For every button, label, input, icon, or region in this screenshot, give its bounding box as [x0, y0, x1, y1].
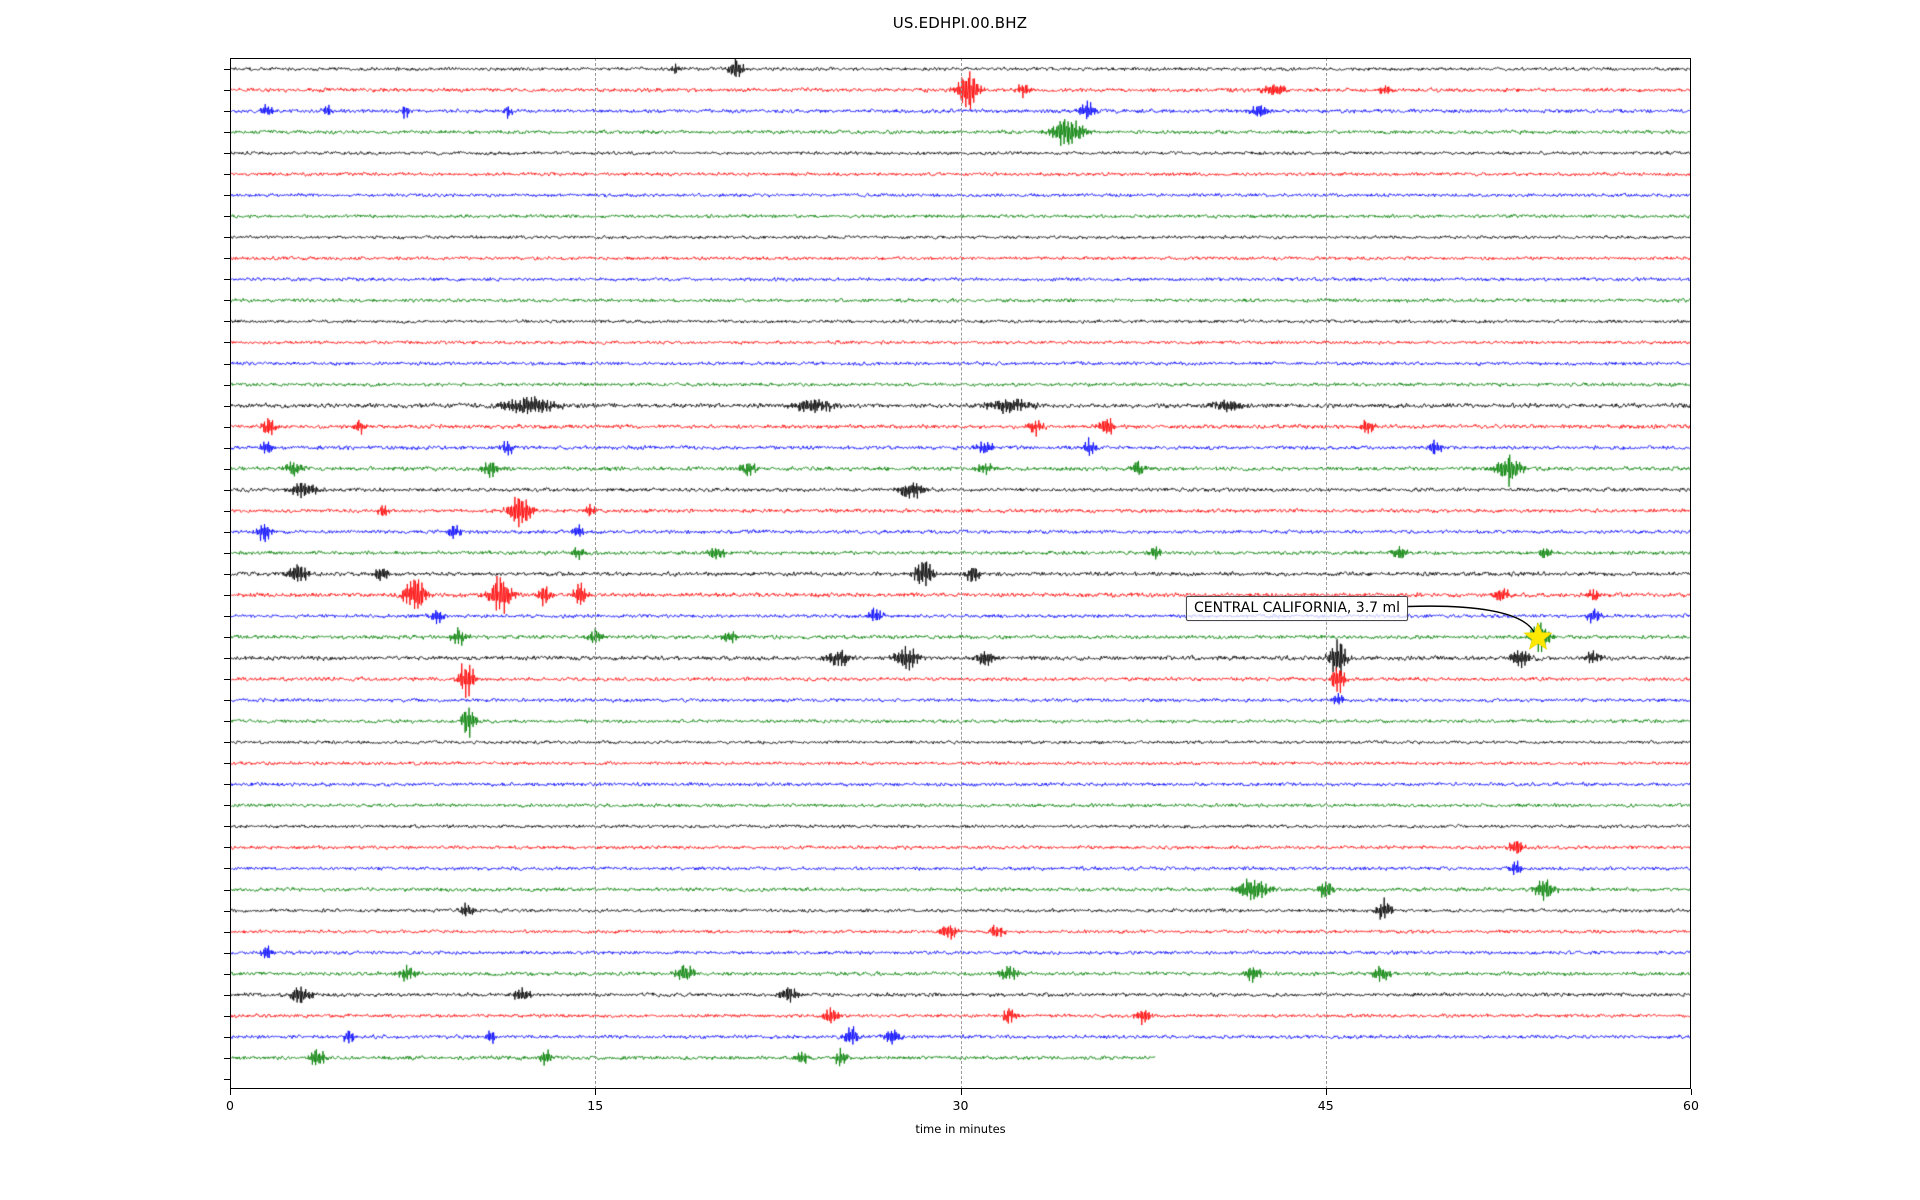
- y-tick-mark: [224, 363, 231, 365]
- x-axis-title: time in minutes: [915, 1122, 1006, 1136]
- y-tick-mark: [224, 1057, 231, 1059]
- y-tick-mark: [224, 805, 231, 807]
- y-tick-mark: [224, 384, 231, 386]
- x-tick-mark: [960, 1089, 962, 1095]
- y-tick-mark: [224, 910, 231, 912]
- y-tick-mark: [224, 700, 231, 702]
- y-tick-mark: [224, 784, 231, 786]
- y-tick-mark: [224, 531, 231, 533]
- y-tick-mark: [224, 174, 231, 176]
- y-tick-mark: [224, 952, 231, 954]
- y-tick-mark: [224, 510, 231, 512]
- axes-frame: [230, 58, 1691, 1089]
- y-tick-mark: [224, 868, 231, 870]
- y-tick-mark: [224, 279, 231, 281]
- y-tick-mark: [224, 195, 231, 197]
- page-title: US.EDHPI.00.BHZ: [892, 14, 1028, 32]
- y-tick-mark: [224, 321, 231, 323]
- x-tick-label: 30: [952, 1098, 969, 1113]
- y-tick-mark: [224, 1078, 231, 1080]
- y-tick-mark: [224, 258, 231, 260]
- y-tick-mark: [224, 68, 231, 70]
- y-tick-mark: [224, 489, 231, 491]
- y-tick-mark: [224, 300, 231, 302]
- x-tick-mark: [230, 1089, 231, 1095]
- y-tick-mark: [224, 447, 231, 449]
- y-tick-mark: [224, 637, 231, 639]
- y-tick-mark: [224, 742, 231, 744]
- y-tick-mark: [224, 552, 231, 554]
- y-tick-mark: [224, 889, 231, 891]
- y-tick-mark: [224, 342, 231, 344]
- x-tick-mark: [1691, 1089, 1692, 1095]
- y-tick-mark: [224, 658, 231, 660]
- y-tick-mark: [224, 89, 231, 91]
- x-tick-label: 15: [587, 1098, 604, 1113]
- y-tick-mark: [224, 468, 231, 470]
- y-tick-mark: [224, 763, 231, 765]
- y-tick-mark: [224, 847, 231, 849]
- x-tick-label: 45: [1317, 1098, 1334, 1113]
- y-tick-mark: [224, 237, 231, 239]
- y-tick-mark: [224, 994, 231, 996]
- y-tick-mark: [224, 1036, 231, 1038]
- x-tick-mark: [595, 1089, 597, 1095]
- x-tick-mark: [1325, 1089, 1327, 1095]
- x-tick-label: 0: [226, 1098, 234, 1113]
- y-axis-tick-labels: 00:00:0601:00:0602:00:0603:00:0604:00:06…: [0, 0, 231, 1200]
- y-tick-mark: [224, 721, 231, 723]
- y-tick-mark: [224, 405, 231, 407]
- y-tick-mark: [224, 616, 231, 617]
- y-tick-mark: [224, 973, 231, 975]
- y-tick-mark: [224, 931, 231, 933]
- y-tick-mark: [224, 826, 231, 828]
- y-tick-mark: [224, 594, 231, 596]
- y-tick-mark: [224, 679, 231, 681]
- y-tick-mark: [224, 426, 231, 428]
- y-tick-mark: [224, 216, 231, 218]
- y-tick-mark: [224, 1015, 231, 1017]
- y-tick-mark: [224, 573, 231, 575]
- y-tick-mark: [224, 111, 231, 113]
- y-tick-mark: [224, 153, 231, 155]
- x-tick-label: 60: [1683, 1098, 1699, 1113]
- y-tick-mark: [224, 132, 231, 134]
